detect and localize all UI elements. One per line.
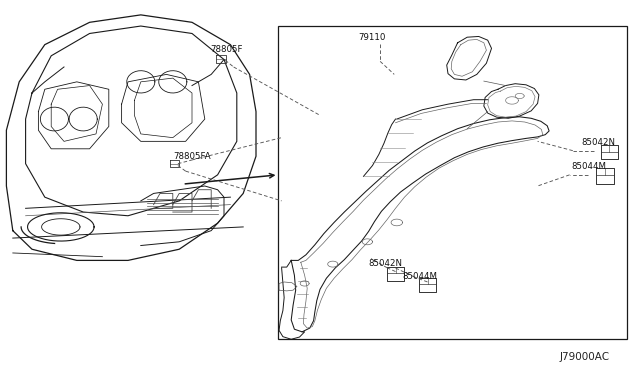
Text: 79110: 79110 [358, 33, 386, 42]
Text: 85044M: 85044M [402, 272, 437, 280]
Text: 85042N: 85042N [581, 138, 615, 147]
Text: 85044M: 85044M [571, 162, 606, 171]
Text: 78805F: 78805F [210, 45, 243, 54]
Bar [278, 26, 627, 339]
Text: J79000AC: J79000AC [560, 352, 610, 362]
Text: 78805FA: 78805FA [173, 152, 211, 161]
Text: 85042N: 85042N [369, 259, 403, 268]
